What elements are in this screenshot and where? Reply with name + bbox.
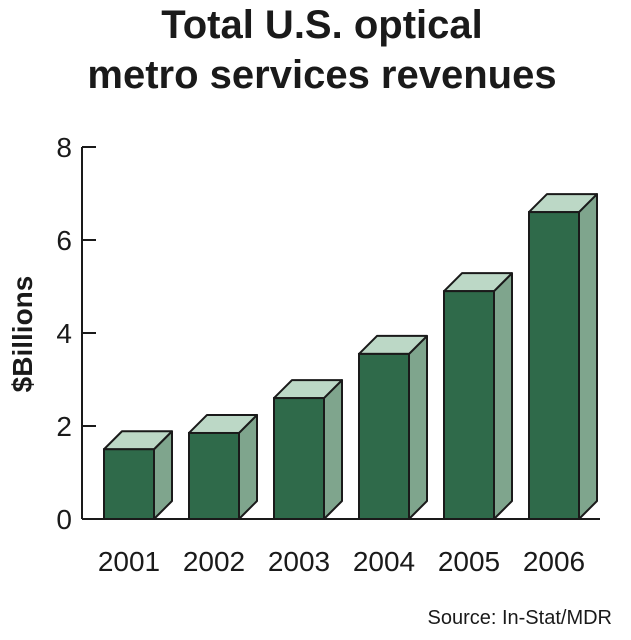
y-tick-label: 2 bbox=[56, 411, 72, 442]
bar-front-face bbox=[528, 211, 580, 520]
bar-front-face bbox=[103, 448, 155, 520]
x-tick-label: 2001 bbox=[98, 546, 160, 577]
bar-2001 bbox=[103, 430, 173, 520]
bar-side-face bbox=[408, 334, 428, 520]
y-axis-ticks: 0 2 4 6 8 bbox=[56, 132, 96, 535]
source-note: Source: In-Stat/MDR bbox=[427, 607, 612, 629]
bar-2004 bbox=[358, 334, 428, 520]
bar-side-face bbox=[493, 272, 513, 520]
bar-front-face bbox=[188, 431, 240, 521]
y-axis-label: $Billions bbox=[7, 276, 38, 393]
y-tick-label: 0 bbox=[56, 504, 72, 535]
bar-front-face bbox=[358, 352, 410, 520]
chart-title-line-2: metro services revenues bbox=[87, 53, 556, 97]
x-tick-label: 2003 bbox=[268, 546, 330, 577]
y-tick-label: 6 bbox=[56, 225, 72, 256]
x-tick-label: 2005 bbox=[438, 546, 500, 577]
bar-side-face bbox=[323, 379, 343, 520]
y-tick-label: 4 bbox=[56, 318, 72, 349]
bar-2006 bbox=[528, 193, 598, 520]
bar-2005 bbox=[443, 272, 513, 520]
x-tick-label: 2002 bbox=[183, 546, 245, 577]
bar-2003 bbox=[273, 379, 343, 521]
bars bbox=[103, 193, 598, 521]
bar-2002 bbox=[188, 413, 258, 521]
chart-title-line-1: Total U.S. optical bbox=[161, 3, 483, 47]
x-tick-label: 2006 bbox=[523, 546, 585, 577]
y-tick-label: 8 bbox=[56, 132, 72, 163]
bar-front-face bbox=[273, 397, 325, 521]
bar-front-face bbox=[443, 290, 495, 520]
x-axis-labels: 2001 2002 2003 2004 2005 2006 bbox=[98, 546, 585, 577]
x-tick-label: 2004 bbox=[353, 546, 415, 577]
bar-side-face bbox=[578, 193, 598, 520]
